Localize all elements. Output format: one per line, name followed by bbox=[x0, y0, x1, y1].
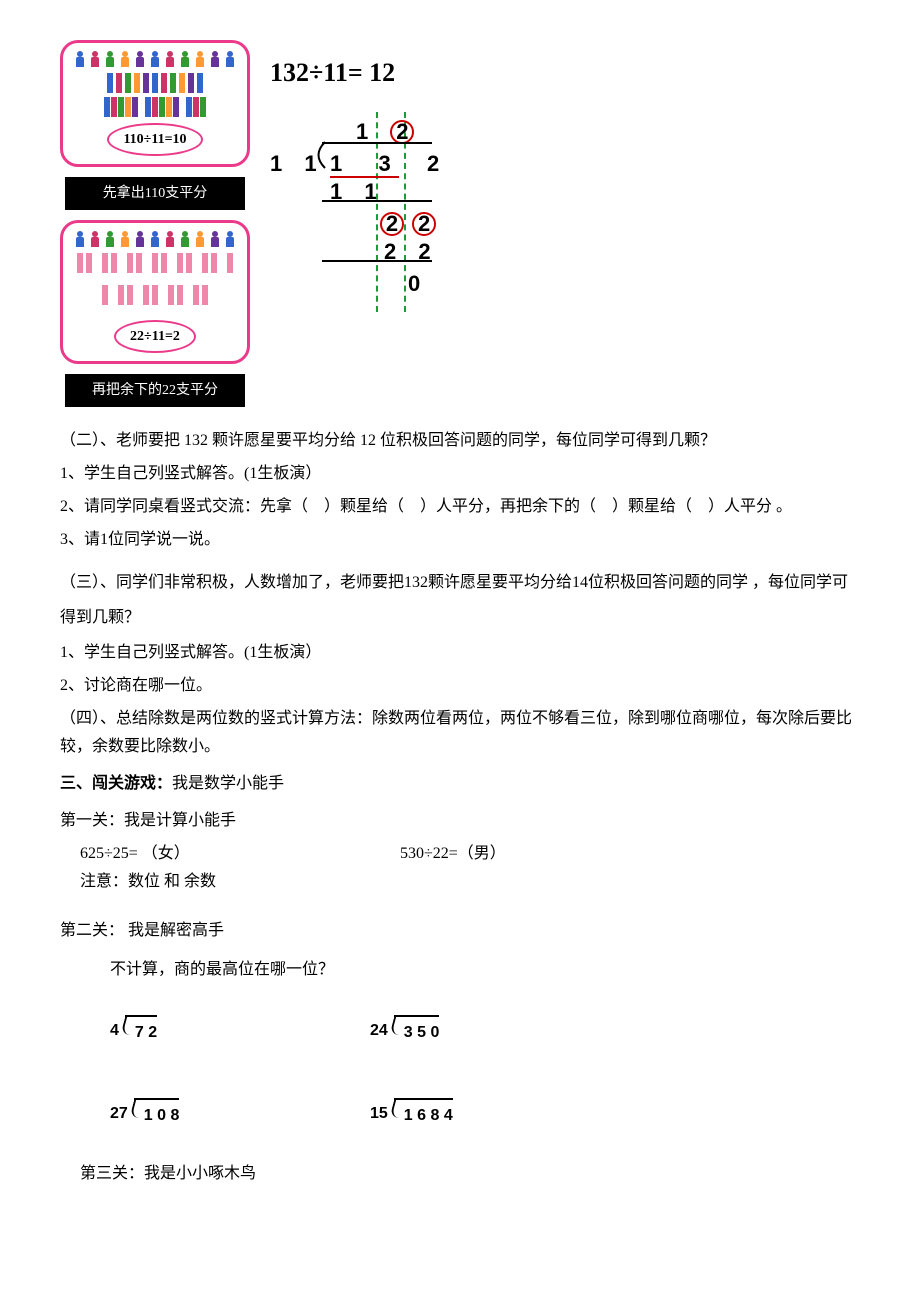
paragraph-6: 1、学生自己列竖式解答。(1生板演） bbox=[60, 639, 860, 668]
paragraph-1: （二）、老师要把 132 颗许愿星要平均分给 12 位积极回答问题的同学，每位同… bbox=[60, 427, 860, 456]
figures-row bbox=[73, 51, 237, 69]
d2-divisor: 24 bbox=[370, 1017, 388, 1046]
level2-title: 第二关： 我是解密高手 bbox=[60, 917, 860, 946]
div-3: 27 1 0 8 bbox=[110, 1098, 310, 1131]
d3-dividend: 1 0 8 bbox=[134, 1098, 180, 1131]
panel1-label: 110÷11=10 bbox=[107, 123, 202, 156]
panel-top: 110÷11=10 bbox=[60, 40, 250, 167]
d1-dividend: 7 2 bbox=[125, 1015, 157, 1048]
section3-title: 三、闯关游戏： bbox=[60, 775, 172, 792]
division-grid: 4 7 2 24 3 5 0 27 1 0 8 15 1 6 8 4 bbox=[110, 1015, 860, 1131]
level3-title: 第三关：我是小小啄木鸟 bbox=[80, 1160, 860, 1189]
d2-dividend: 3 5 0 bbox=[394, 1015, 440, 1048]
level1-title: 第一关：我是计算小能手 bbox=[60, 807, 860, 836]
level1-note: 注意：数位 和 余数 bbox=[80, 868, 860, 897]
d4-dividend: 1 6 8 4 bbox=[394, 1098, 453, 1131]
division-area: 132÷11= 12 1 2 1 1 1 3 2 1 1 2 2 bbox=[270, 40, 470, 407]
pencil-row-2 bbox=[73, 97, 237, 117]
division-diagram: 110÷11=10 先拿出110支平分 bbox=[60, 40, 860, 407]
remainder: 0 bbox=[408, 264, 428, 304]
panel-bottom: 22÷11=2 bbox=[60, 220, 250, 364]
panel2-label: 22÷11=2 bbox=[114, 320, 196, 353]
step1: 1 1 bbox=[330, 172, 385, 212]
banner-2: 再把余下的22支平分 bbox=[65, 374, 245, 407]
div-4: 15 1 6 8 4 bbox=[370, 1098, 570, 1131]
equation-title: 132÷11= 12 bbox=[270, 50, 470, 97]
left-panels: 110÷11=10 先拿出110支平分 bbox=[60, 40, 250, 407]
section3-sub: 我是数学小能手 bbox=[172, 775, 284, 792]
paragraph-8: （四）、总结除数是两位数的竖式计算方法：除数两位看两位，两位不够看三位，除到哪位… bbox=[60, 705, 860, 763]
d3-divisor: 27 bbox=[110, 1100, 128, 1129]
banner-1: 先拿出110支平分 bbox=[65, 177, 245, 210]
d1-divisor: 4 bbox=[110, 1017, 119, 1046]
div-1: 4 7 2 bbox=[110, 1015, 310, 1048]
paragraph-5: （三）、同学们非常积极，人数增加了，老师要把132颗许愿星要平均分给14位积极回… bbox=[60, 565, 860, 635]
quotient-1: 1 bbox=[356, 119, 376, 144]
long-division: 1 2 1 1 1 3 2 1 1 2 2 2 2 0 bbox=[270, 112, 470, 312]
level2-q: 不计算，商的最高位在哪一位？ bbox=[110, 956, 860, 985]
paragraph-2: 1、学生自己列竖式解答。(1生板演） bbox=[60, 460, 860, 489]
figures-row-2 bbox=[73, 231, 237, 249]
pencil-row-1 bbox=[73, 73, 237, 93]
level1-b: 530÷22=（男） bbox=[400, 840, 506, 869]
paragraph-7: 2、讨论商在哪一位。 bbox=[60, 672, 860, 701]
paragraph-3: 2、请同学同桌看竖式交流：先拿（ ）颗星给（ ）人平分，再把余下的（ ）颗星给（… bbox=[60, 493, 860, 522]
paragraph-4: 3、请1位同学说一说。 bbox=[60, 526, 860, 555]
pencil-row-3 bbox=[73, 253, 237, 314]
quotient-2-circled: 2 bbox=[390, 120, 414, 144]
div-2: 24 3 5 0 bbox=[370, 1015, 570, 1048]
level1-a: 625÷25= （女） bbox=[80, 840, 360, 869]
d4-divisor: 15 bbox=[370, 1100, 388, 1129]
dividend-last: 2 bbox=[427, 151, 447, 176]
